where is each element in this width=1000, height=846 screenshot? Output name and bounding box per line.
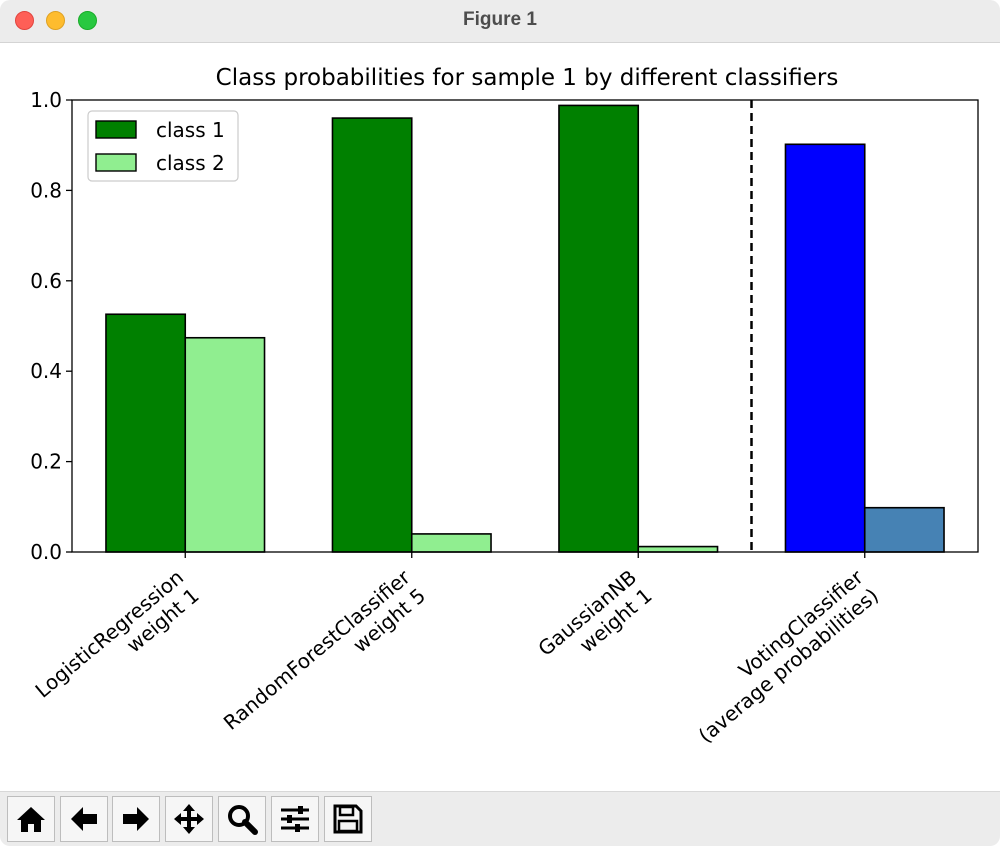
- figure-canvas: Class probabilities for sample 1 by diff…: [0, 43, 1000, 791]
- x-tick-label: LogisticRegressionweight 1: [31, 565, 204, 721]
- zoom-icon: [228, 805, 258, 835]
- legend: class 1 class 2: [87, 110, 239, 182]
- zoom-button[interactable]: [218, 796, 266, 842]
- close-window-button[interactable]: [15, 11, 34, 30]
- back-button[interactable]: [60, 796, 108, 842]
- save-icon: [333, 804, 363, 834]
- x-tick-label-line: RandomForestClassifier: [219, 564, 415, 734]
- legend-swatch: [95, 153, 137, 172]
- title-bar: Figure 1: [0, 0, 1000, 43]
- bar-2-2: [410, 533, 492, 553]
- home-button[interactable]: [7, 796, 55, 842]
- y-tick-label: 1.0: [30, 88, 62, 112]
- back-arrow-icon: [71, 807, 97, 831]
- bar-2-1: [184, 336, 266, 553]
- plot-area: 0.0 0.2 0.4 0.6 0.8 1.0 LogisticRegressionweig…: [30, 88, 979, 753]
- y-tick-label: 0.2: [30, 450, 62, 474]
- forward-arrow-icon: [123, 807, 149, 831]
- bar-2-3: [637, 545, 719, 553]
- chart-title: Class probabilities for sample 1 by diff…: [216, 65, 839, 91]
- x-tick-label: VotingClassifier(average probabilities): [678, 564, 883, 747]
- legend-swatch: [95, 120, 137, 139]
- maximize-window-button[interactable]: [78, 11, 97, 30]
- bar-1-2: [331, 117, 413, 553]
- bar-1-1: [105, 313, 187, 553]
- x-tick-label: RandomForestClassifierweight 5: [219, 564, 431, 753]
- bar-2-4: [863, 506, 945, 553]
- configure-subplots-icon: [281, 806, 309, 832]
- legend-label: class 2: [156, 151, 225, 175]
- save-button[interactable]: [324, 796, 372, 842]
- window-title: Figure 1: [463, 9, 537, 30]
- configure-subplots-button[interactable]: [271, 796, 319, 842]
- bar-1-4: [784, 143, 866, 553]
- y-tick-label: 0.6: [30, 269, 62, 293]
- axes-frame: [71, 99, 979, 553]
- navigation-toolbar: [0, 791, 1000, 846]
- x-tick-label-line: (average probabilities): [694, 583, 883, 747]
- legend-label: class 1: [156, 118, 225, 142]
- bar-1-3: [558, 104, 640, 553]
- y-tick-label: 0.0: [30, 540, 62, 564]
- y-tick-label: 0.4: [30, 359, 62, 383]
- minimize-window-button[interactable]: [46, 11, 65, 30]
- home-icon: [17, 807, 45, 832]
- pan-button[interactable]: [165, 796, 213, 842]
- forward-button[interactable]: [112, 796, 160, 842]
- y-tick-label: 0.8: [30, 178, 62, 202]
- bar-chart: Class probabilities for sample 1 by diff…: [30, 65, 979, 753]
- x-tick-label: GaussianNBweight 1: [533, 565, 656, 679]
- pan-icon: [174, 804, 204, 834]
